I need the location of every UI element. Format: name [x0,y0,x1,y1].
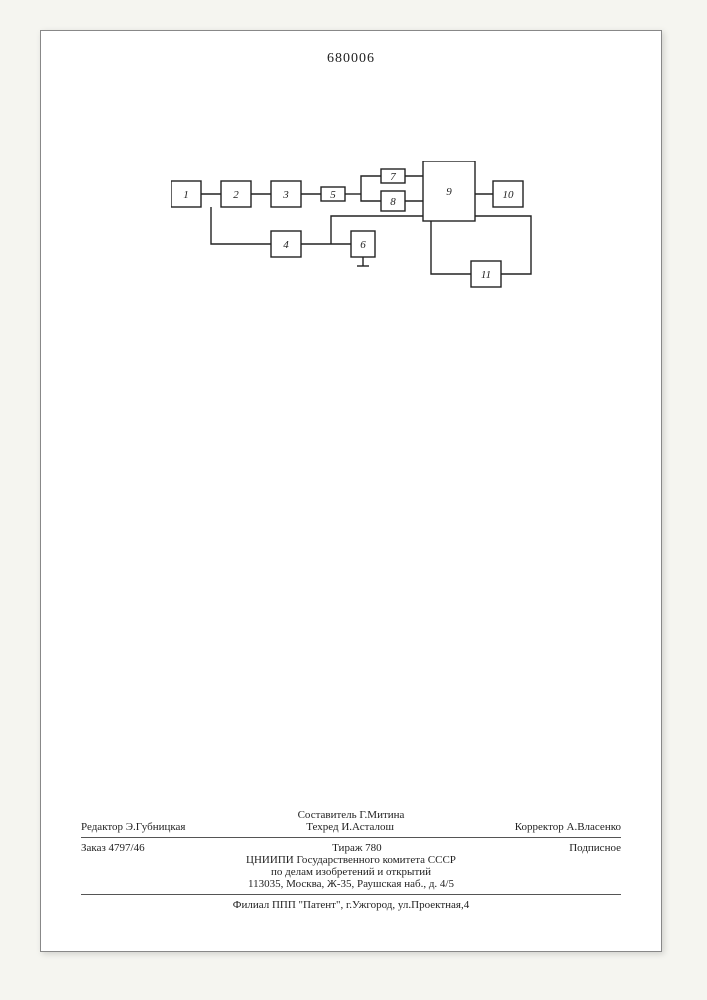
editor-line: Редактор Э.Губницкая [81,821,185,833]
divider [81,894,621,895]
org-line1: ЦНИИПИ Государственного комитета СССР [81,854,621,866]
svg-text:6: 6 [360,239,366,251]
svg-text:3: 3 [282,189,289,201]
block-diagram: 1 2 3 4 5 6 7 8 9 10 11 [171,161,571,321]
svg-text:7: 7 [390,171,396,183]
org-line2: по делам изобретений и открытий [81,866,621,878]
svg-text:10: 10 [503,189,515,201]
divider [81,837,621,838]
svg-text:2: 2 [233,189,239,201]
print-run: Тираж 780 [332,842,382,854]
svg-text:9: 9 [446,186,452,198]
patent-page: 680006 1 2 3 4 5 6 7 8 9 10 11 Составитель Г.Митин… [40,30,662,952]
patent-number: 680006 [41,51,661,67]
branch-line: Филиал ППП "Патент", г.Ужгород, ул.Проек… [81,899,621,911]
svg-text:8: 8 [390,196,396,208]
svg-text:1: 1 [183,189,189,201]
subscription: Подписное [569,842,621,854]
address-line: 113035, Москва, Ж-35, Раушская наб., д. … [81,878,621,890]
order-number: Заказ 4797/46 [81,842,145,854]
svg-text:4: 4 [283,239,289,251]
imprint-block: Составитель Г.Митина Редактор Э.Губницка… [81,809,621,911]
svg-text:5: 5 [330,189,336,201]
corrector-line: Корректор А.Власенко [515,821,621,833]
compiler-line: Составитель Г.Митина [81,809,621,821]
techred-line: Техред И.Асталош [306,821,394,833]
svg-text:11: 11 [481,269,491,281]
